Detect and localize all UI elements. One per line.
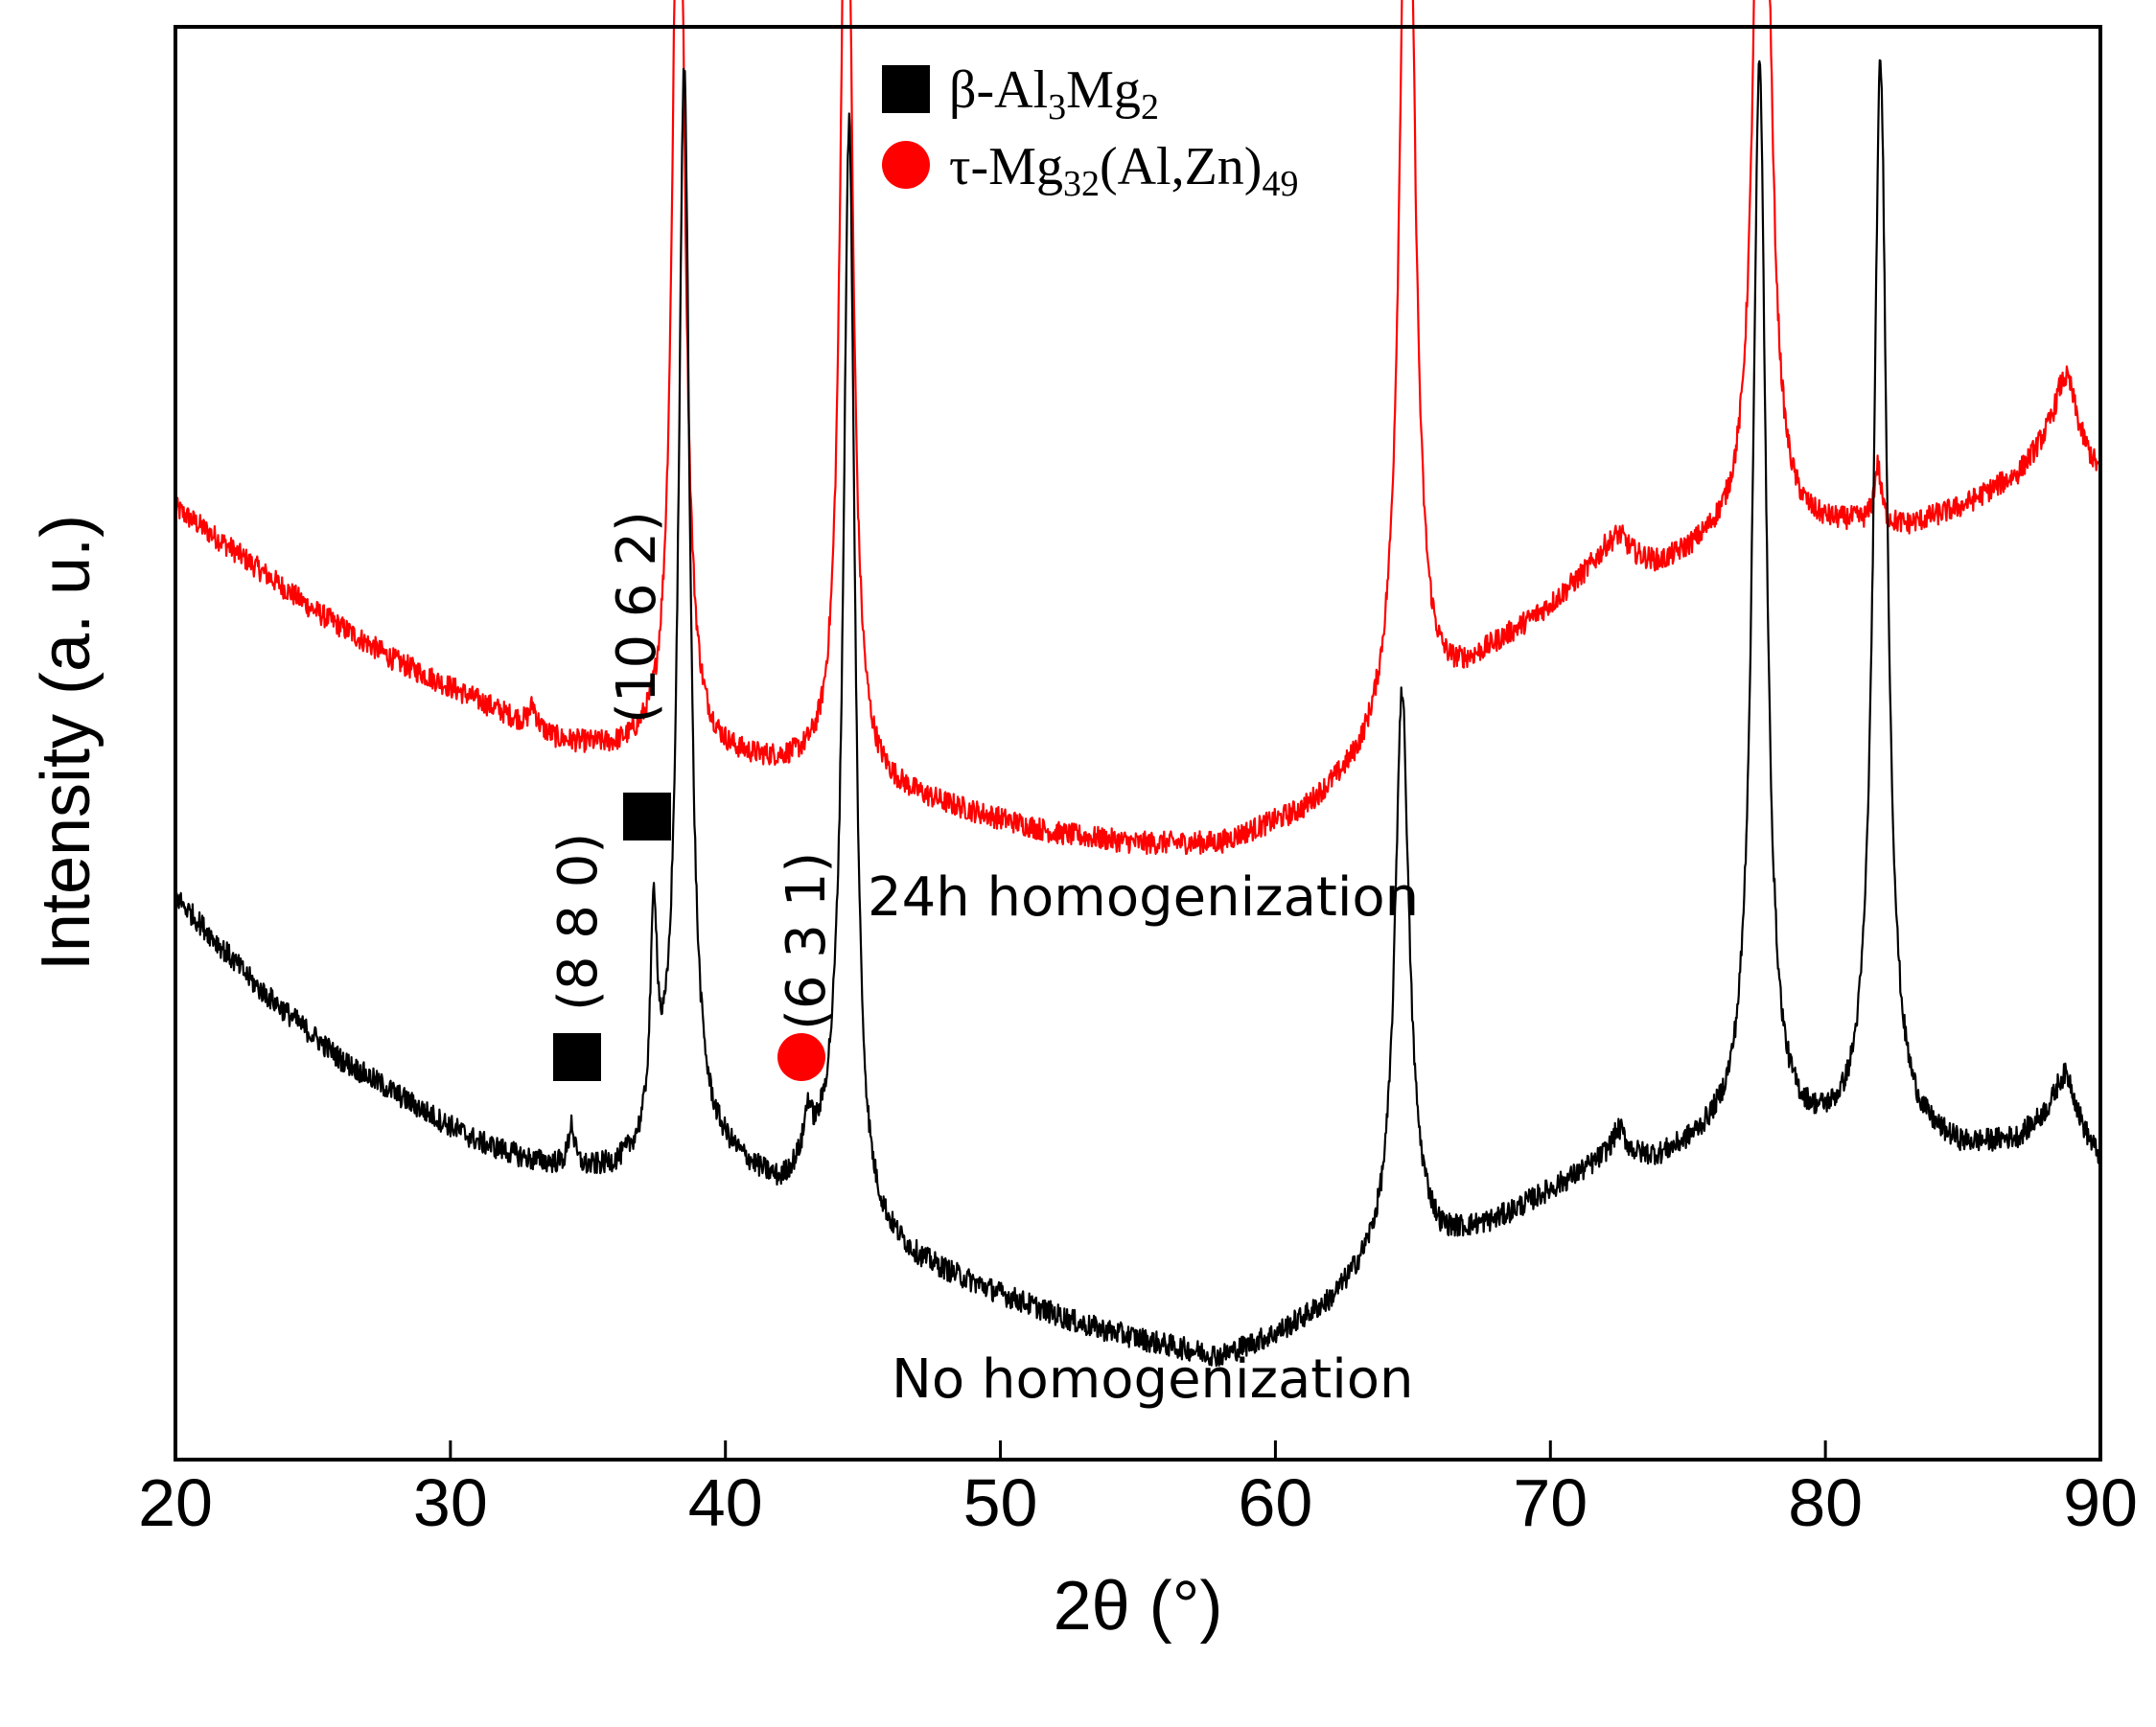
legend-entry-beta: β-Al3Mg2 <box>949 60 1159 127</box>
peak-annotations: (8 8 0) (10 6 2) (6 3 1) <box>547 511 838 1081</box>
legend-tau-sub-2: 49 <box>1262 164 1298 204</box>
legend: β-Al3Mg2 τ-Mg32(Al,Zn)49 <box>882 60 1298 204</box>
legend-beta-sub-2: 2 <box>1141 87 1159 127</box>
annotation-label-1062: (10 6 2) <box>606 511 668 724</box>
x-tick-label-50: 50 <box>963 1465 1038 1540</box>
y-axis-title: Intensity (a. u.) <box>28 515 104 971</box>
series-line-no-homogenization <box>174 58 2102 1368</box>
legend-tau-sub-1: 32 <box>1063 164 1100 204</box>
x-tick-label-60: 60 <box>1238 1465 1312 1540</box>
legend-marker-square <box>882 65 930 113</box>
x-tick-label-70: 70 <box>1513 1465 1588 1540</box>
annotation-label-880: (8 8 0) <box>547 833 610 1011</box>
legend-beta-sub-1: 3 <box>1048 87 1066 127</box>
legend-beta-part-2: Mg <box>1066 60 1141 120</box>
legend-entry-tau: τ-Mg32(Al,Zn)49 <box>949 137 1298 204</box>
legend-tau-part-1: τ-Mg <box>949 137 1063 196</box>
annotation-marker-square-1062 <box>623 793 671 840</box>
annotation-label-631: (6 3 1) <box>776 852 838 1030</box>
x-tick-label-30: 30 <box>413 1465 488 1540</box>
x-axis-ticks: 20 30 40 50 60 70 80 90 <box>138 1440 2138 1540</box>
x-axis-title: 2θ (°) <box>1054 1568 1223 1645</box>
x-tick-label-90: 90 <box>2063 1465 2138 1540</box>
series-label-24h: 24h homogenization <box>868 866 1419 929</box>
legend-beta-part-1: β-Al <box>949 60 1048 120</box>
series-line-24h-homogenization <box>174 0 2102 856</box>
x-tick-label-40: 40 <box>688 1465 763 1540</box>
legend-tau-part-2: (Al,Zn) <box>1100 137 1263 196</box>
annotation-marker-square-880 <box>553 1033 601 1081</box>
x-tick-label-80: 80 <box>1788 1465 1863 1540</box>
plot-frame <box>174 25 2102 1462</box>
x-tick-label-20: 20 <box>138 1465 213 1540</box>
series-label-no-homogenization: No homogenization <box>892 1348 1414 1411</box>
annotation-marker-circle-631 <box>777 1033 825 1081</box>
series-group <box>174 0 2102 1368</box>
legend-marker-circle <box>882 141 930 189</box>
